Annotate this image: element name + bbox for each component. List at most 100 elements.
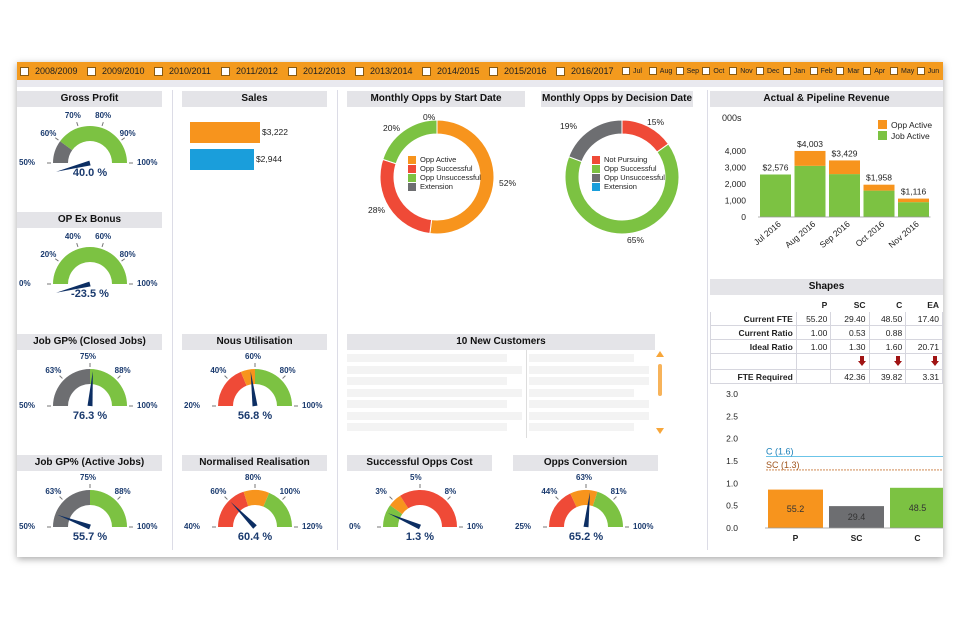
checkbox-icon[interactable]: [556, 66, 565, 76]
scroll-down-icon[interactable]: [656, 428, 664, 434]
gauge-tick: [54, 137, 59, 141]
year-filter-1[interactable]: 2009/2010: [87, 66, 145, 76]
month-filter-2[interactable]: Sep: [675, 67, 699, 75]
month-filter-10[interactable]: May: [890, 67, 914, 75]
checkbox-icon[interactable]: [648, 67, 657, 75]
year-filter-6[interactable]: 2014/2015: [422, 66, 480, 76]
customer-cell[interactable]: [529, 365, 649, 374]
revenue-legend-label: Opp Active: [891, 120, 932, 130]
gauge-tick: [59, 375, 63, 379]
dashboard: 2008/2009 2009/2010 2010/2011 2011/2012 2012…: [17, 62, 943, 557]
month-filter-label: Aug: [659, 67, 673, 75]
gauge-scale-label: 80%: [279, 366, 296, 376]
gauge-value: 1.3 %: [405, 531, 435, 543]
month-filter-7[interactable]: Feb: [809, 67, 833, 75]
gauge-band: [90, 490, 127, 527]
checkbox-icon[interactable]: [422, 66, 431, 76]
customer-cell[interactable]: [529, 388, 634, 397]
month-filter-4[interactable]: Nov: [729, 67, 753, 75]
scroll-up-icon[interactable]: [656, 351, 664, 357]
gauge-scale-label: 50%: [19, 401, 36, 410]
shapes-cell: 1.30: [830, 339, 870, 354]
year-filter-7[interactable]: 2015/2016: [489, 66, 547, 76]
checkbox-icon[interactable]: [288, 66, 297, 76]
checkbox-icon[interactable]: [782, 67, 791, 75]
customer-cell[interactable]: [529, 354, 634, 362]
shapes-bar-value: 55.2: [787, 504, 805, 514]
checkbox-icon[interactable]: [622, 67, 630, 75]
divider: [172, 90, 173, 550]
month-filter-9[interactable]: Apr: [863, 67, 885, 75]
checkbox-icon[interactable]: [154, 66, 163, 76]
divider: [707, 90, 708, 550]
month-filter-1[interactable]: Aug: [648, 67, 673, 75]
donut2-pct-1: 65%: [627, 235, 645, 245]
checkbox-icon[interactable]: [20, 66, 29, 76]
month-filter-6[interactable]: Jan: [782, 67, 806, 75]
gauge-scale-label: 0%: [19, 279, 31, 288]
checkbox-icon[interactable]: [836, 67, 845, 75]
gauge-band: [243, 490, 270, 507]
checkbox-icon[interactable]: [489, 66, 498, 76]
month-filter-3[interactable]: Oct: [702, 67, 724, 75]
checkbox-icon[interactable]: [890, 67, 898, 75]
gauge-needle: [56, 281, 91, 293]
month-filter-label: Jan: [793, 67, 806, 75]
gauge-tick: [59, 496, 63, 500]
gauge-scale-label: 81%: [610, 487, 627, 497]
revenue-data-label: $1,958: [866, 173, 892, 183]
scroll-thumb[interactable]: [658, 364, 662, 396]
checkbox-icon[interactable]: [863, 67, 872, 75]
customer-cell[interactable]: [529, 423, 634, 431]
revenue-bar-job-active: [760, 174, 791, 217]
shapes-row-label: Current FTE: [710, 311, 797, 326]
year-filter-0[interactable]: 2008/2009: [20, 66, 78, 76]
year-filter-3[interactable]: 2011/2012: [221, 66, 278, 76]
gauge-scale-label: 60%: [245, 352, 262, 361]
customer-row[interactable]: [347, 354, 507, 362]
month-filter-11[interactable]: Jun: [916, 67, 939, 75]
legend-label: Extension: [604, 182, 637, 191]
checkbox-icon[interactable]: [87, 66, 96, 76]
year-filter-8[interactable]: 2016/2017: [556, 66, 614, 76]
checkbox-icon[interactable]: [221, 66, 230, 76]
month-filter-8[interactable]: Mar: [836, 67, 859, 75]
donut-start-date-chart: [379, 119, 495, 235]
customer-cell[interactable]: [529, 377, 649, 385]
year-filter-4[interactable]: 2012/2013: [288, 66, 346, 76]
customer-cell[interactable]: [529, 411, 649, 420]
gauge-needle: [57, 514, 91, 530]
gauge-tick: [224, 496, 228, 500]
gauge-scale-label: 88%: [114, 366, 131, 376]
customer-cell[interactable]: [529, 400, 649, 408]
gauge-tick: [101, 121, 104, 127]
customer-row[interactable]: [347, 388, 522, 397]
revenue-category-label: Jul 2016: [752, 219, 783, 247]
revenue-ytick: 0: [741, 212, 746, 222]
checkbox-icon[interactable]: [675, 67, 684, 75]
revenue-category-label: Oct 2016: [853, 219, 886, 249]
shapes-cell: 20.71: [905, 339, 943, 354]
year-filter-2[interactable]: 2010/2011: [154, 66, 211, 76]
checkbox-icon[interactable]: [756, 67, 764, 75]
gauge-scale-label: 40%: [184, 522, 201, 531]
gauge-band: [400, 490, 457, 527]
shapes-cell: 0.88: [868, 325, 907, 340]
month-filter-label: May: [901, 67, 915, 75]
customer-row[interactable]: [347, 377, 507, 385]
customer-row[interactable]: [347, 411, 522, 420]
shapes-category-label: C: [914, 533, 920, 543]
checkbox-icon[interactable]: [729, 67, 738, 75]
checkbox-icon[interactable]: [702, 67, 711, 75]
checkbox-icon[interactable]: [809, 67, 818, 75]
customer-row[interactable]: [347, 400, 507, 408]
customers-scrollbar[interactable]: [655, 350, 665, 440]
month-filter-label: Oct: [713, 67, 725, 75]
customer-row[interactable]: [347, 423, 507, 431]
checkbox-icon[interactable]: [916, 67, 925, 75]
year-filter-5[interactable]: 2013/2014: [355, 66, 413, 76]
month-filter-5[interactable]: Dec: [756, 67, 779, 75]
month-filter-0[interactable]: Jul: [622, 67, 642, 75]
customer-row[interactable]: [347, 365, 522, 374]
checkbox-icon[interactable]: [355, 66, 364, 76]
